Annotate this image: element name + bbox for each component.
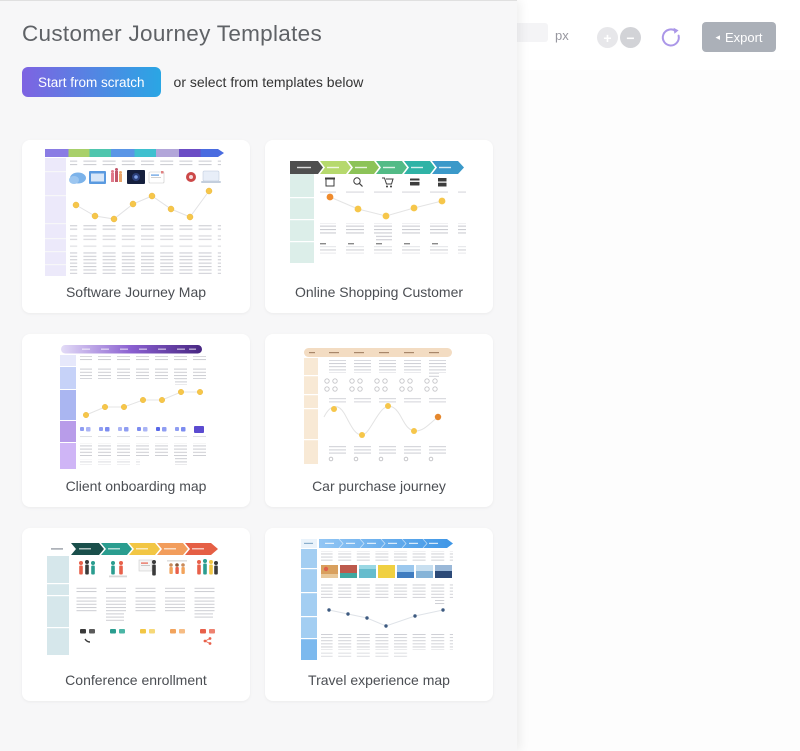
template-card-conference-enrollment[interactable]: Conference enrollment <box>22 528 250 701</box>
template-label: Client onboarding map <box>65 478 207 494</box>
template-thumbnail-travel <box>265 528 493 672</box>
start-row: Start from scratch or select from templa… <box>22 67 363 97</box>
refresh-button[interactable] <box>660 26 682 48</box>
refresh-icon <box>661 27 680 47</box>
zoom-in-button[interactable]: + <box>597 27 618 48</box>
template-card-client-onboarding-map[interactable]: Client onboarding map <box>22 334 250 507</box>
template-label: Online Shopping Customer <box>294 284 464 300</box>
template-card-travel-experience-map[interactable]: Travel experience map <box>265 528 493 701</box>
minus-icon: − <box>626 29 635 46</box>
template-label: Conference enrollment <box>65 672 207 688</box>
zoom-out-button[interactable]: − <box>620 27 641 48</box>
template-card-car-purchase-journey[interactable]: Car purchase journey <box>265 334 493 507</box>
export-button[interactable]: ◂ Export <box>702 22 776 52</box>
templates-panel: Customer Journey Templates Start from sc… <box>0 0 517 701</box>
template-thumbnail-onboarding <box>22 334 250 478</box>
template-label: Car purchase journey <box>312 478 446 494</box>
template-label: Travel experience map <box>308 672 450 688</box>
export-label: Export <box>724 29 763 45</box>
template-thumbnail-car <box>265 334 493 478</box>
template-thumbnail-software <box>22 140 250 284</box>
template-card-software-journey-map[interactable]: Software Journey Map <box>22 140 250 313</box>
unit-label: px <box>555 28 569 43</box>
export-caret-icon: ◂ <box>715 31 720 42</box>
templates-subtitle: or select from templates below <box>173 74 364 90</box>
template-label: Software Journey Map <box>65 284 207 300</box>
template-card-online-shopping-customer[interactable]: Online Shopping Customer <box>265 140 493 313</box>
page-title: Customer Journey Templates <box>22 21 323 46</box>
template-grid: Software Journey Map <box>22 140 493 701</box>
start-from-scratch-button[interactable]: Start from scratch <box>22 67 161 97</box>
template-thumbnail-conference <box>22 528 250 672</box>
template-thumbnail-shopping <box>265 140 493 284</box>
plus-icon: + <box>603 29 612 46</box>
